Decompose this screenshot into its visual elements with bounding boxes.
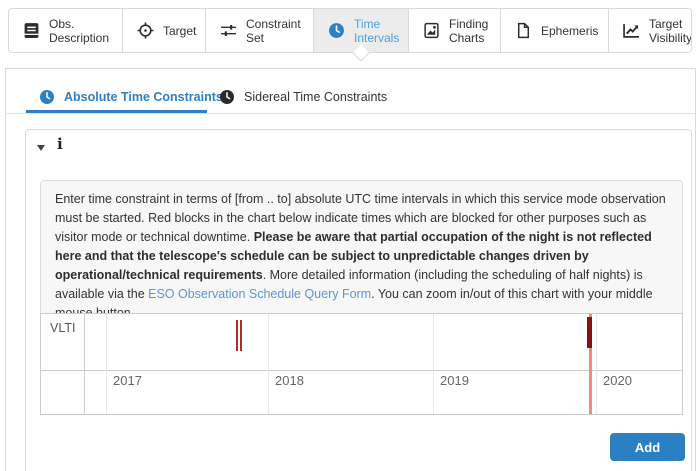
chart-year-label: 2019 bbox=[440, 373, 469, 388]
chart-year-label: 2018 bbox=[275, 373, 304, 388]
tab-label: Ephemeris bbox=[541, 23, 599, 38]
tab-obs-description[interactable]: Obs. Description bbox=[9, 9, 123, 52]
crosshair-icon bbox=[137, 22, 154, 39]
chart-year-label: 2017 bbox=[113, 373, 142, 388]
clock-icon bbox=[328, 22, 345, 39]
info-text-intro: Enter time constraint in terms of [from … bbox=[55, 192, 666, 244]
main-tab-bar: Obs. Description Target Constraint Set Tim… bbox=[8, 8, 692, 53]
collapse-caret-icon[interactable] bbox=[37, 145, 45, 151]
subtab-divider bbox=[6, 113, 695, 114]
tab-target-visibility[interactable]: Target Visibility bbox=[609, 9, 692, 52]
clock-icon bbox=[39, 89, 55, 105]
active-subtab-underline bbox=[26, 110, 207, 113]
time-constraints-chart: VLTI 2017 2018 2019 2020 bbox=[40, 313, 683, 415]
chart-year-gridline bbox=[596, 314, 597, 414]
subtab-label: Sidereal Time Constraints bbox=[244, 90, 388, 104]
blocked-time-mark bbox=[236, 320, 238, 351]
eso-schedule-query-form-link[interactable]: ESO Observation Schedule Query Form bbox=[148, 287, 372, 301]
finding-chart-icon bbox=[423, 22, 440, 39]
sliders-icon bbox=[220, 22, 237, 39]
tab-label: Time Intervals bbox=[354, 16, 400, 45]
tab-target[interactable]: Target bbox=[123, 9, 206, 52]
journal-icon bbox=[23, 22, 40, 39]
info-text-warning: Please be aware that partial occupation … bbox=[55, 230, 652, 282]
chart-year-gridline bbox=[106, 314, 107, 414]
subtab-label: Absolute Time Constraints bbox=[64, 90, 223, 104]
tab-ephemeris[interactable]: Ephemeris bbox=[501, 9, 609, 52]
graph-up-icon bbox=[623, 22, 640, 39]
subtab-sidereal-time-constraints[interactable]: Sidereal Time Constraints bbox=[219, 89, 387, 105]
tab-finding-charts[interactable]: Finding Charts bbox=[409, 9, 501, 52]
file-icon bbox=[515, 22, 532, 39]
chart-year-label: 2020 bbox=[603, 373, 632, 388]
blocked-time-mark bbox=[240, 320, 242, 351]
clock-icon bbox=[219, 89, 235, 105]
blocked-time-mark bbox=[587, 317, 592, 348]
chart-year-gridline bbox=[268, 314, 269, 414]
telescope-row-label: VLTI bbox=[50, 321, 76, 335]
info-text-middle: . More detailed information (including t… bbox=[55, 268, 643, 301]
chart-label-column-divider bbox=[84, 314, 85, 414]
subtab-absolute-time-constraints[interactable]: Absolute Time Constraints bbox=[39, 89, 223, 105]
tab-label: Finding Charts bbox=[449, 16, 489, 45]
chart-axis-divider bbox=[41, 370, 682, 371]
tab-label: Target Visibility bbox=[649, 16, 692, 45]
info-icon: i bbox=[57, 135, 63, 153]
tab-constraint-set[interactable]: Constraint Set bbox=[206, 9, 314, 52]
time-intervals-panel: Absolute Time Constraints Sidereal Time … bbox=[5, 68, 696, 471]
blocked-time-mark bbox=[589, 314, 592, 414]
tab-label: Obs. Description bbox=[49, 16, 110, 45]
chart-year-gridline bbox=[433, 314, 434, 414]
add-button[interactable]: Add bbox=[610, 433, 685, 461]
absolute-time-constraints-card: i Enter time constraint in terms of [fro… bbox=[25, 129, 692, 471]
info-text: Enter time constraint in terms of [from … bbox=[40, 180, 683, 333]
tab-label: Target bbox=[163, 23, 197, 38]
chart-plot-area[interactable]: 2017 2018 2019 2020 bbox=[85, 314, 682, 414]
tab-label: Constraint Set bbox=[246, 16, 301, 45]
